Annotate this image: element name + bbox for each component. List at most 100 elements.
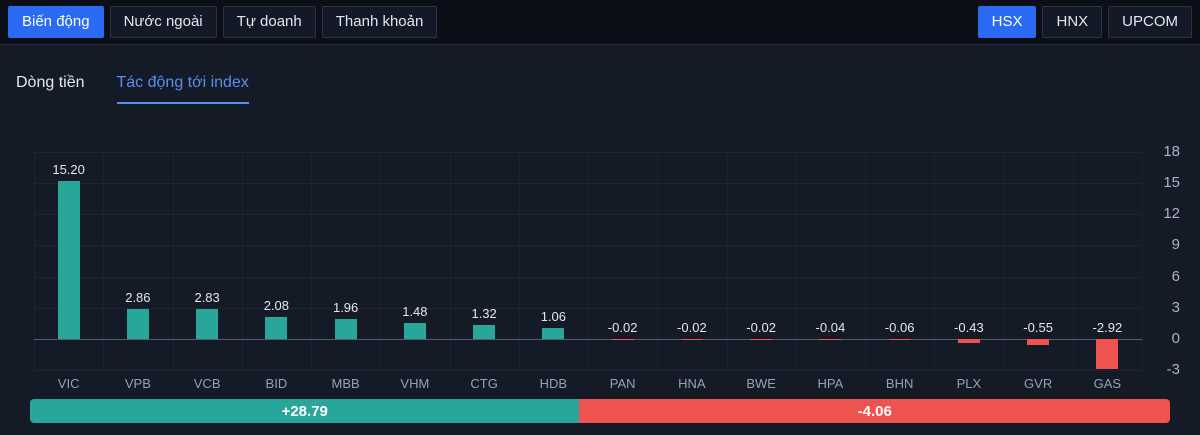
horizontal-gridline: [34, 152, 1142, 153]
vertical-gridline: [657, 152, 659, 370]
bar-value-label-VHM: 1.48: [402, 304, 428, 320]
tab-upcom[interactable]: UPCOM: [1108, 6, 1192, 38]
vertical-gridline: [380, 152, 382, 370]
impact-chart-plot: 15.20 2.86 2.83 2.08 1.96 1.48 1.32 1.06 -0.02 -0…: [34, 152, 1143, 371]
bar-VCB[interactable]: [196, 309, 219, 339]
vertical-gridline: [103, 152, 105, 370]
tab-hnx[interactable]: HNX: [1042, 6, 1103, 38]
negative-impact-value: -4.06: [857, 402, 892, 420]
vertical-gridline: [1072, 152, 1074, 370]
vertical-gridline: [34, 152, 35, 370]
bar-BWE[interactable]: [750, 338, 773, 340]
ticker-label-PLX: PLX: [956, 376, 982, 391]
horizontal-gridline: [34, 276, 1142, 278]
bar-MBB[interactable]: [334, 318, 357, 339]
horizontal-gridline: [34, 370, 1142, 371]
y-axis: 18 15 12 9 6 3 0 -3: [1142, 143, 1180, 378]
vertical-gridline: [311, 152, 312, 370]
y-tick-label: 6: [1171, 267, 1180, 285]
bar-value-label-BWE: -0.02: [746, 319, 776, 335]
vertical-gridline: [795, 152, 797, 370]
tab-tu-doanh[interactable]: Tự doanh: [222, 6, 316, 38]
bar-HDB[interactable]: [542, 327, 565, 339]
bar-HNA[interactable]: [680, 338, 703, 340]
vertical-gridline: [518, 152, 520, 370]
vertical-gridline: [726, 152, 728, 370]
bar-GVR[interactable]: [1027, 338, 1050, 345]
ticker-label-MBB: MBB: [331, 376, 360, 391]
ticker-label-BHN: BHN: [885, 376, 914, 391]
vertical-gridline: [1003, 152, 1005, 370]
ticker-label-PAN: PAN: [609, 376, 636, 391]
bar-value-label-CTG: 1.32: [471, 306, 497, 322]
bar-value-label-VPB: 2.86: [125, 290, 151, 306]
zero-line: [34, 338, 1142, 340]
y-tick-label: 15: [1163, 174, 1180, 192]
bar-GAS[interactable]: [1096, 338, 1119, 370]
ticker-label-GAS: GAS: [1093, 376, 1122, 391]
y-tick-label: 12: [1163, 205, 1180, 223]
bar-BID[interactable]: [265, 317, 288, 339]
bar-PLX[interactable]: [957, 338, 980, 344]
vertical-gridline: [1142, 152, 1143, 370]
bar-value-label-BHN: -0.06: [884, 319, 915, 335]
ticker-label-VPB: VPB: [124, 376, 151, 391]
bar-value-label-GAS: -2.92: [1092, 319, 1123, 335]
vertical-gridline: [172, 152, 174, 370]
ticker-label-VCB: VCB: [193, 376, 221, 391]
bar-VHM[interactable]: [403, 323, 426, 339]
exchange-tabs: HSX HNX UPCOM: [977, 6, 1192, 38]
tab-bien-dong[interactable]: Biến động: [8, 6, 104, 38]
y-tick-label: 18: [1163, 143, 1180, 160]
bar-value-label-GVR: -0.55: [1023, 319, 1053, 335]
ticker-label-CTG: CTG: [470, 376, 498, 391]
bar-value-label-MBB: 1.96: [332, 299, 359, 315]
bar-value-label-VIC: 15.20: [52, 162, 85, 178]
negative-impact-segment: -4.06: [579, 399, 1170, 423]
tab-nuoc-ngoai[interactable]: Nước ngoài: [109, 6, 217, 38]
horizontal-gridline: [34, 245, 1142, 247]
bar-value-label-PAN: -0.02: [607, 319, 638, 335]
horizontal-gridline: [34, 214, 1142, 216]
bar-value-label-HPA: -0.04: [815, 319, 846, 335]
ticker-label-HDB: HDB: [539, 376, 568, 391]
ticker-label-HNA: HNA: [678, 376, 706, 391]
vertical-gridline: [588, 152, 589, 370]
bar-VPB[interactable]: [126, 309, 149, 339]
subtab-dong-tien[interactable]: Dòng tiền: [16, 74, 85, 91]
bar-value-label-VCB: 2.83: [194, 290, 220, 306]
tab-hsx[interactable]: HSX: [977, 6, 1037, 38]
horizontal-gridline: [34, 183, 1142, 185]
bar-value-label-PLX: -0.43: [954, 319, 984, 335]
top-tab-bar: Biến động Nước ngoài Tự doanh Thanh khoả…: [0, 0, 1200, 45]
x-axis: VIC VPB VCB BID MBB VHM CTG HDB PAN HNA BWE HPA BHN P…: [34, 376, 1142, 394]
ticker-label-HPA: HPA: [817, 376, 844, 391]
bar-VIC[interactable]: [57, 181, 80, 339]
bar-value-label-HNA: -0.02: [677, 319, 707, 335]
ticker-label-BID: BID: [265, 376, 288, 391]
y-tick-label: 3: [1171, 298, 1180, 316]
y-tick-label: -3: [1166, 361, 1180, 378]
subtab-tac-dong-index[interactable]: Tác động tới index: [116, 74, 249, 104]
impact-summary-bar: +28.79 -4.06: [30, 399, 1170, 423]
bar-value-label-HDB: 1.06: [540, 308, 567, 324]
y-tick-label: 0: [1171, 329, 1180, 347]
bar-CTG[interactable]: [473, 325, 496, 339]
vertical-gridline: [241, 152, 243, 370]
ticker-label-VIC: VIC: [57, 376, 80, 391]
vertical-gridline: [449, 152, 451, 370]
tab-thanh-khoan[interactable]: Thanh khoản: [321, 6, 438, 38]
bar-PAN[interactable]: [611, 338, 634, 340]
bar-BHN[interactable]: [888, 338, 911, 340]
bar-HPA[interactable]: [819, 338, 842, 340]
bar-value-label-BID: 2.08: [263, 298, 290, 314]
horizontal-gridline: [34, 307, 1142, 309]
y-tick-label: 9: [1171, 236, 1180, 254]
ticker-label-GVR: GVR: [1024, 376, 1053, 391]
ticker-label-VHM: VHM: [400, 376, 430, 391]
vertical-gridline: [934, 152, 936, 370]
ticker-label-BWE: BWE: [746, 376, 776, 391]
main-tabs: Biến động Nước ngoài Tự doanh Thanh khoả…: [8, 6, 438, 38]
positive-impact-value: +28.79: [281, 402, 328, 420]
